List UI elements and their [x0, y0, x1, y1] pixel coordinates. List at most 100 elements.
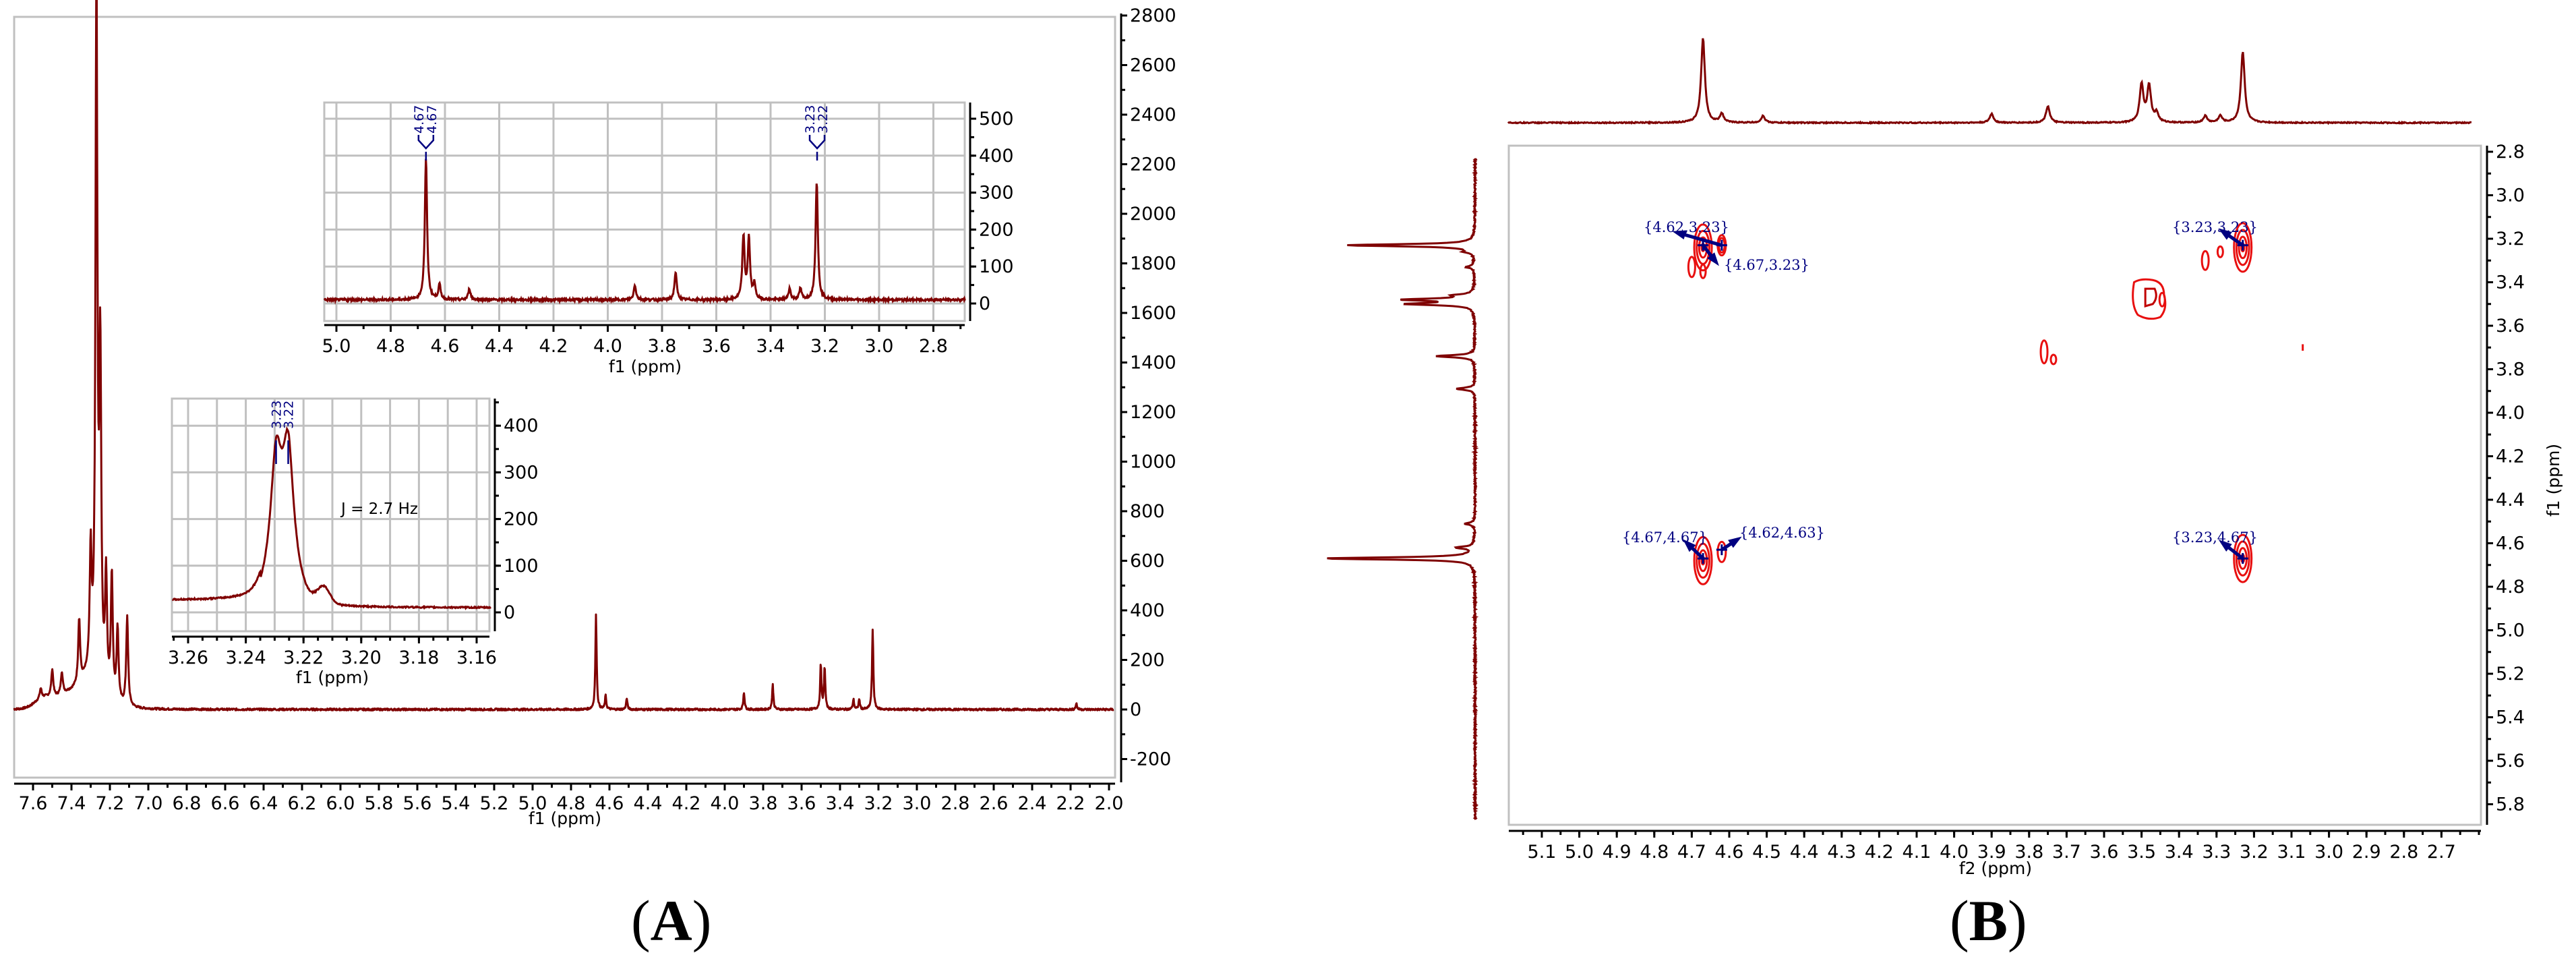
panel-a-inset-doublet: 400 300 200 100 0 3.26 3.24 3.22 3.20 3.18 3.16 f…	[168, 397, 539, 687]
x-tick-label: 6.8	[173, 793, 202, 814]
y-tick-label: 2400	[1130, 105, 1176, 125]
panel-label-b-letter: B	[1969, 888, 2008, 953]
x-tick-label: 2.2	[1056, 793, 1085, 814]
inset-1-grid	[324, 103, 965, 321]
inset-1-spectrum-trace	[323, 158, 966, 305]
inset-1-y-axis: 500 400 300 200 100 0	[969, 103, 1014, 321]
contour	[1698, 549, 1708, 573]
y-tick-label: 5.4	[2496, 707, 2525, 728]
x-tick-label: 3.4	[2165, 842, 2194, 863]
y-tick-label: 200	[1130, 650, 1165, 671]
cross-peak-label: {4.67,3.23}	[1724, 257, 1809, 273]
inset-1-frame	[323, 101, 966, 322]
panel-a-y-axis: 2800260024002200200018001600140012001000…	[1120, 5, 1176, 782]
x-tick-label: 2.0	[1095, 793, 1124, 814]
y-tick-label: 5.8	[2496, 794, 2525, 815]
y-tick-label: 600	[1130, 551, 1165, 572]
inset-2-x-axis: 3.26 3.24 3.22 3.20 3.18 3.16	[168, 635, 497, 668]
x-tick-label: 4.4	[634, 793, 663, 814]
inset-1-peak-labels: 4.674.67 3.233.22	[412, 105, 831, 161]
panel-b-f2-axis: 5.1 5.0 4.9 4.8 4.7 4.6 4.5 4.4 4.3 4.2 4.1 4.0 3.9 3…	[1509, 830, 2481, 863]
x-tick-label: 3.7	[2052, 842, 2081, 863]
x-tick-label: 7.4	[57, 793, 86, 814]
y-tick-label: 100	[979, 256, 1014, 277]
contour	[2233, 533, 2253, 583]
y-tick-label: 1400	[1130, 353, 1176, 374]
y-tick-label: 5.0	[2496, 620, 2525, 641]
x-tick-label: 4.6	[595, 793, 624, 814]
y-tick-label: 500	[979, 109, 1014, 129]
x-tick-label: 2.6	[980, 793, 1009, 814]
panel-b-frame	[1507, 144, 2482, 826]
y-tick-label: 1000	[1130, 452, 1176, 473]
y-tick-label: 4.6	[2496, 533, 2525, 554]
y-tick-label: 800	[1130, 501, 1165, 522]
inset-2-peak-labels: 3.233.22	[270, 401, 297, 464]
x-tick-label: 3.26	[168, 647, 208, 668]
inset-1-x-axis: 5.0 4.8 4.6 4.4 4.2 4.0 3.8 3.6 3.4 3.2 3.0 2.8	[322, 324, 965, 357]
contour	[1693, 223, 1713, 272]
x-tick-label: 3.8	[2014, 842, 2043, 863]
contour	[2132, 278, 2167, 320]
y-tick-label: 1200	[1130, 402, 1176, 423]
panel-label-b-open: (	[1950, 888, 1969, 953]
y-tick-label: 400	[1130, 600, 1165, 621]
cross-peak-label: {4.62,4.63}	[1739, 525, 1825, 541]
x-tick-label: 4.4	[1790, 842, 1819, 863]
cross-peak-label: {4.62,3.23}	[1644, 219, 1729, 235]
contour	[1699, 263, 1707, 279]
inset-2-y-axis: 400 300 200 100 0	[493, 399, 539, 631]
x-tick-label: 3.4	[756, 336, 785, 357]
peak-label: 3.23	[270, 401, 284, 429]
x-tick-label: 3.8	[749, 793, 778, 814]
x-tick-label: 4.9	[1602, 842, 1631, 863]
y-tick-label: 0	[504, 602, 515, 623]
x-tick-label: 3.24	[226, 647, 266, 668]
x-tick-label: 2.4	[1018, 793, 1047, 814]
y-tick-label: 2000	[1130, 204, 1176, 225]
panel-label-b: (B)	[1950, 892, 2027, 950]
contour	[2238, 235, 2248, 260]
x-tick-label: 4.1	[1903, 842, 1931, 863]
panel-label-b-close: )	[2008, 888, 2027, 953]
x-tick-label: 4.6	[431, 336, 460, 357]
x-tick-label: 2.9	[2352, 842, 2381, 863]
x-tick-label: 3.2	[810, 336, 839, 357]
peak-label: 3.22	[816, 105, 831, 134]
x-tick-label: 4.5	[1752, 842, 1781, 863]
x-tick-label: 3.6	[2090, 842, 2119, 863]
x-tick-label: 5.8	[365, 793, 394, 814]
y-tick-label: 4.2	[2496, 446, 2525, 467]
x-tick-label: 4.8	[557, 793, 586, 814]
y-tick-label: 2.8	[2496, 142, 2525, 163]
y-tick-label: 300	[504, 462, 539, 483]
inset-2-x-axis-title: f1 (ppm)	[296, 668, 369, 687]
x-tick-label: 6.6	[211, 793, 240, 814]
y-tick-label: 200	[979, 219, 1014, 240]
x-tick-label: 2.8	[941, 793, 970, 814]
x-tick-label: 4.3	[1827, 842, 1856, 863]
peak-label-bracket	[417, 135, 435, 150]
peak-label: 3.22	[282, 401, 297, 429]
cross-peak-label: {3.23,3.23}	[2172, 219, 2258, 235]
panel-label-a-letter: A	[650, 888, 692, 953]
x-tick-label: 3.16	[456, 647, 497, 668]
y-tick-label: 4.8	[2496, 577, 2525, 598]
contour	[2233, 222, 2253, 273]
y-tick-label: 400	[979, 146, 1014, 167]
y-tick-label: 100	[504, 556, 539, 577]
y-tick-label: 400	[504, 415, 539, 436]
x-tick-label: 3.6	[787, 793, 816, 814]
y-tick-label: 3.8	[2496, 359, 2525, 380]
x-tick-label: 4.0	[593, 336, 622, 357]
panel-label-a-open: (	[631, 888, 651, 953]
x-tick-label: 5.0	[518, 793, 547, 814]
x-tick-label: 5.0	[1565, 842, 1594, 863]
contour	[1687, 256, 1696, 279]
x-tick-label: 6.0	[326, 793, 355, 814]
panel-a-x-axis: 7.6 7.4 7.2 7.0 6.8 6.6 6.4 6.2 6.0 5.8 5.6 5.4 5.2 5…	[14, 782, 1124, 814]
y-tick-label: 5.2	[2496, 664, 2525, 685]
x-tick-label: 3.8	[648, 336, 677, 357]
cross-peak-label: {4.67,4.67}	[1622, 529, 1708, 546]
y-tick-label: 3.0	[2496, 185, 2525, 206]
